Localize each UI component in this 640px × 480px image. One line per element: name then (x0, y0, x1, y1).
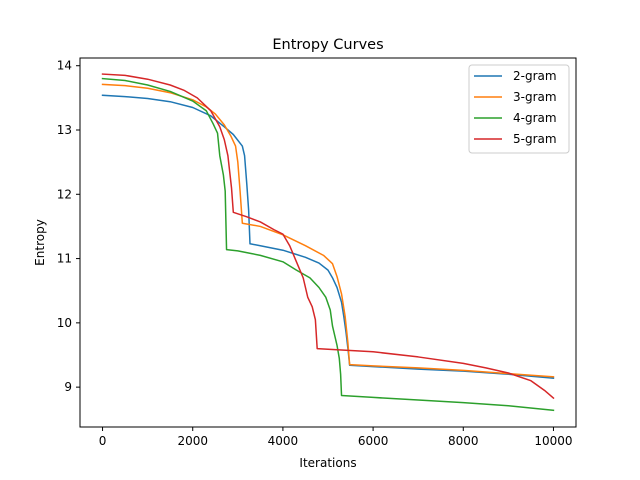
legend: 2-gram 3-gram 4-gram 5-gram (468, 64, 570, 154)
series-line-3-gram (101, 83, 555, 378)
x-axis-ticks: 0 2000 4000 6000 8000 10000 (99, 427, 573, 448)
legend-label-4-gram: 4-gram (513, 111, 557, 125)
series-line-4-gram (101, 77, 555, 412)
series-line-5-gram (101, 73, 555, 400)
y-tick-label: 10 (57, 316, 72, 330)
legend-label-2-gram: 2-gram (513, 69, 557, 83)
chart-title: Entropy Curves (272, 37, 383, 53)
legend-label-5-gram: 5-gram (513, 132, 557, 146)
x-tick-label: 8000 (448, 434, 479, 448)
legend-box (468, 64, 570, 154)
x-tick-label: 10000 (534, 434, 572, 448)
x-tick-label: 0 (99, 434, 107, 448)
y-tick-label: 9 (64, 380, 72, 394)
y-tick-label: 14 (57, 59, 72, 73)
y-tick-label: 11 (57, 252, 72, 266)
x-tick-label: 4000 (268, 434, 299, 448)
x-tick-label: 2000 (177, 434, 208, 448)
axes-frame (79, 57, 577, 428)
x-axis-label: Iterations (299, 456, 356, 470)
y-tick-label: 13 (57, 123, 72, 137)
plot-lines (101, 73, 555, 412)
y-tick-label: 12 (57, 187, 72, 201)
legend-label-3-gram: 3-gram (513, 90, 557, 104)
x-tick-label: 6000 (358, 434, 389, 448)
y-axis-label: Entropy (33, 219, 47, 266)
y-axis-ticks: 9 10 11 12 13 14 (57, 59, 80, 394)
